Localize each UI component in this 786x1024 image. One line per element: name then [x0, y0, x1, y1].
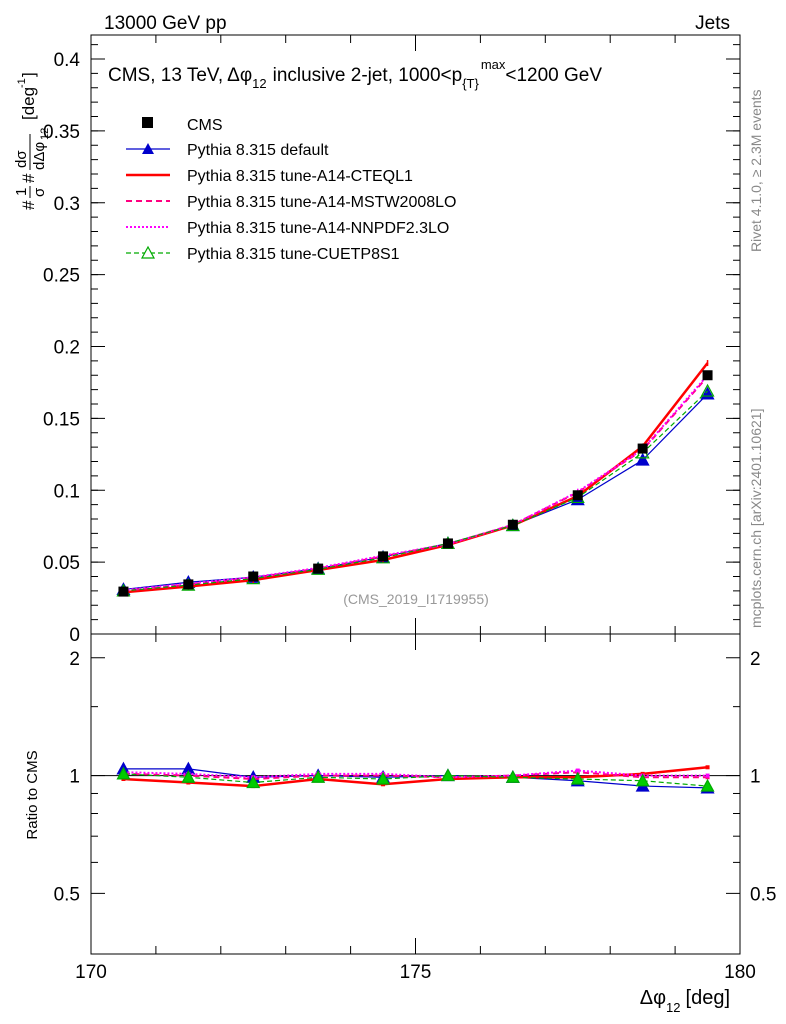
- main-ytick-label: 0.4: [54, 50, 81, 71]
- ylabel-sub12: 12: [39, 128, 51, 140]
- ratio-point-pythia-8-315-tune-cuetp8s1: [570, 771, 585, 785]
- ratio-point-pythia-8-315-tune-cuetp8s1: [376, 771, 391, 785]
- main-point-cms: [442, 538, 453, 549]
- header-right: Jets: [695, 13, 730, 34]
- legend-nnpdf-label: Pythia 8.315 tune-A14-NNPDF2.3LO: [187, 220, 449, 237]
- analysis-watermark: (CMS_2019_I1719955): [343, 591, 489, 607]
- ylabel-hash2: #: [19, 173, 38, 183]
- legend-default-marker: [142, 143, 154, 154]
- main-point-cms: [637, 443, 648, 454]
- ylabel-sigma: σ: [31, 187, 48, 197]
- ratio-xtick-label: 170: [75, 962, 107, 983]
- xlabel-unit: [deg]: [686, 987, 730, 1009]
- main-point-cms: [507, 519, 518, 530]
- ratio-point-pythia-8-315-tune-cuetp8s1: [116, 766, 131, 780]
- main-ytick-label: 0.2: [54, 338, 80, 359]
- ratio-xtick-label: 180: [724, 962, 756, 983]
- main-line-pythia-8-315-tune-a14-cteql1: [123, 362, 709, 594]
- main-ytick-label: 0.15: [43, 409, 80, 430]
- axes-layer: 0 0.05 0.1 0.15 0.2 0.25 0.3 0.35 0.4 170 175 180 0.…: [43, 35, 776, 983]
- main-ytick-label: 0.35: [43, 122, 80, 143]
- ratio-ytick-label: 2: [69, 649, 80, 670]
- title-subT: {T}: [462, 76, 479, 91]
- main-point-cms: [118, 586, 129, 597]
- ratio-ytick-label: 1: [69, 767, 80, 788]
- main-ytick-label: 0.25: [43, 266, 80, 287]
- x-axis-label: Δφ12 [deg]: [640, 987, 730, 1015]
- ratio-point-pythia-8-315-tune-a14-cteql1: [705, 765, 710, 770]
- legend-cteql1-label: Pythia 8.315 tune-A14-CTEQL1: [187, 168, 413, 185]
- ratio-point-pythia-8-315-tune-cuetp8s1: [440, 768, 455, 782]
- main-line-pythia-8-315-default: [123, 393, 708, 591]
- ylabel-hash1: #: [19, 200, 38, 210]
- main-point-cms: [248, 571, 259, 582]
- legend-cms-label: CMS: [187, 117, 223, 134]
- ratio-point-pythia-8-315-tune-cuetp8s1: [505, 770, 520, 783]
- ratio-point-pythia-8-315-tune-cuetp8s1: [311, 770, 326, 783]
- main-ylabel: # 1 σ # dσ dΔφ 12 [deg -1 ]: [13, 72, 51, 210]
- ylabel-unit: [deg: [19, 87, 38, 120]
- rivet-label: Rivet 4.1.0, ≥ 2.3M events: [748, 89, 764, 252]
- ylabel-one: 1: [13, 188, 30, 196]
- main-point-cms: [183, 579, 194, 590]
- main-point-pythia-8-315-default: [635, 452, 650, 466]
- ratio-line-pythia-8-315-default: [123, 768, 708, 789]
- legend-default-label: Pythia 8.315 default: [187, 142, 329, 159]
- main-point-pythia-8-315-tune-cuetp8s1: [700, 383, 715, 397]
- main-point-cms: [702, 370, 713, 381]
- xlabel-dphi: Δφ: [640, 987, 666, 1009]
- title-suffix: <1200 GeV: [505, 65, 602, 86]
- legend-mstw-label: Pythia 8.315 tune-A14-MSTW2008LO: [187, 194, 456, 211]
- title-dphi: Δφ: [227, 65, 252, 86]
- ratio-ytick-label-right: 0.5: [750, 884, 776, 905]
- ratio-point-pythia-8-315-tune-a14-nnpdf2-3lo: [705, 773, 710, 778]
- main-ytick-label: 0.3: [54, 194, 80, 215]
- ratio-ytick-label-right: 1: [750, 767, 761, 788]
- ratio-ytick-label-right: 2: [750, 649, 761, 670]
- main-ytick-label: 0.1: [54, 481, 80, 502]
- ratio-point-pythia-8-315-tune-cuetp8s1: [635, 773, 650, 787]
- title-prefix: CMS, 13 TeV,: [108, 65, 223, 86]
- ratio-ylabel: Ratio to CMS: [24, 750, 41, 839]
- ratio-line-pythia-8-315-tune-cuetp8s1: [123, 773, 708, 787]
- ratio-line-pythia-8-315-tune-a14-cteql1: [123, 766, 708, 788]
- main-line-pythia-8-315-tune-a14-nnpdf2-3lo: [123, 374, 709, 592]
- ratio-series-layer: [116, 761, 715, 794]
- ratio-point-pythia-8-315-tune-cuetp8s1: [181, 770, 196, 783]
- ylabel-ddphi: dΔφ: [31, 142, 48, 170]
- main-point-cms: [572, 490, 583, 501]
- ylabel-dsig: dσ: [13, 150, 30, 168]
- main-point-cms: [378, 551, 389, 562]
- ratio-line-pythia-8-315-tune-a14-nnpdf2-3lo: [123, 769, 708, 779]
- main-series-layer: [116, 360, 715, 597]
- header-left: 13000 GeV pp: [104, 13, 227, 34]
- main-line-pythia-8-315-tune-a14-mstw2008lo: [123, 376, 709, 592]
- title-mid: inclusive 2-jet, 1000<p: [273, 65, 463, 86]
- title-supmax: max: [481, 57, 506, 72]
- ratio-ytick-label: 0.5: [54, 884, 80, 905]
- main-ytick-label: 0: [69, 625, 80, 646]
- ratio-frame: [90, 633, 741, 955]
- legend-cms-marker: [142, 117, 153, 128]
- ratio-point-pythia-8-315-tune-cuetp8s1: [700, 778, 715, 792]
- title-sub12: 12: [252, 76, 266, 91]
- xlabel-sub12: 12: [666, 1000, 680, 1015]
- ratio-xtick-label: 175: [400, 962, 432, 983]
- ylabel-unitend: ]: [19, 72, 38, 77]
- legend: CMS Pythia 8.315 default Pythia 8.315 tu…: [126, 117, 456, 263]
- ratio-point-pythia-8-315-tune-cuetp8s1: [246, 775, 261, 789]
- main-line-pythia-8-315-tune-cuetp8s1: [123, 390, 708, 592]
- main-ytick-label: 0.05: [43, 553, 80, 574]
- ratio-point-pythia-8-315-tune-a14-nnpdf2-3lo: [575, 768, 580, 773]
- legend-cuetp8s1-marker: [140, 245, 156, 259]
- mcplots-label: mcplots.cern.ch [arXiv:2401.10621]: [748, 409, 764, 628]
- legend-cuetp8s1-label: Pythia 8.315 tune-CUETP8S1: [187, 246, 400, 263]
- ylabel-unitsup: -1: [16, 78, 28, 88]
- main-title: CMS, 13 TeV, Δφ12 inclusive 2-jet, 1000<p{…: [108, 57, 602, 91]
- main-point-cms: [313, 563, 324, 574]
